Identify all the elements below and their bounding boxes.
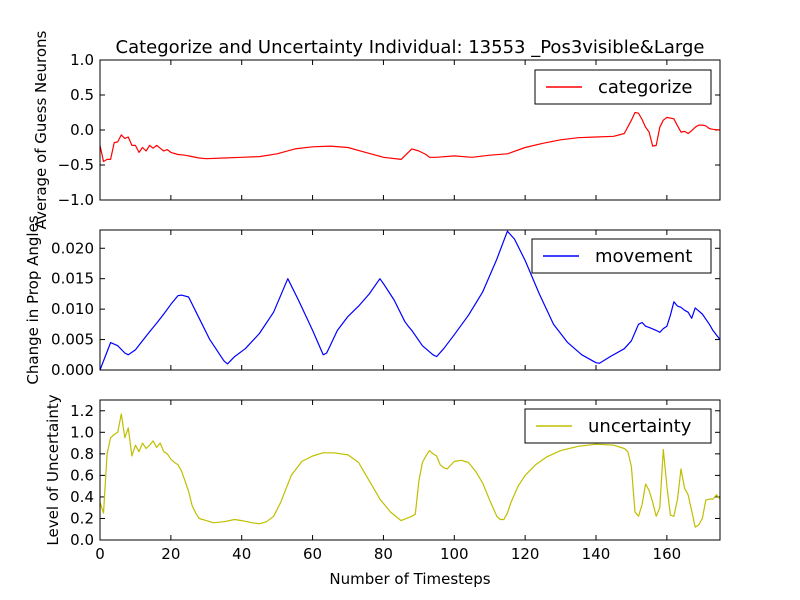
y-tick-label: 0.005: [51, 331, 94, 349]
chart-title: Categorize and Uncertainty Individual: 1…: [116, 37, 705, 58]
y-tick-label: 0.020: [51, 239, 94, 257]
y-tick-label: 0.015: [51, 270, 94, 288]
x-tick-label: 40: [232, 545, 251, 563]
x-tick-label: 80: [374, 545, 393, 563]
x-tick-label: 60: [303, 545, 322, 563]
axis-ticks-uncertainty: 1.2 1.0 0.8 0.6 0.4 0.2 0.00 20 40 60 80 100 120 140 1…: [70, 400, 720, 563]
legend-categorize: categorize: [534, 69, 712, 105]
axes-frame-categorize: [99, 59, 721, 201]
legend-uncertainty: uncertainty: [524, 408, 712, 444]
axes-frame-movement: [99, 229, 721, 371]
x-tick-label: 100: [440, 545, 469, 563]
subplot-uncertainty: Level of Uncertainty 1.21.00.80.60.40.20…: [44, 394, 721, 563]
legend-movement: movement: [531, 238, 712, 274]
y-tick-label: −1.0: [58, 191, 94, 209]
plot-area-categorize: [99, 111, 721, 163]
axis-ticks-movement: 0.020 0.015 0.010 0.005 0.000: [51, 230, 720, 379]
y-tick-label: 1.2: [70, 402, 94, 420]
y-tick-label: 1.0: [70, 423, 94, 441]
legend-label-movement: movement: [595, 246, 692, 267]
x-tick-label: 0: [95, 545, 105, 563]
y-axis-label-uncertainty: Level of Uncertainty: [44, 394, 62, 545]
y-tick-label: 1.0: [70, 51, 94, 69]
x-tick-label: 20: [161, 545, 180, 563]
legend-label-categorize: categorize: [598, 77, 692, 98]
y-tick-label: −0.5: [58, 156, 94, 174]
y-tick-label: 0.2: [70, 509, 94, 527]
axis-ticks-categorize: 1.0 0.5 0.0 −0.5 −1.0: [58, 51, 720, 209]
legend-label-uncertainty: uncertainty: [588, 416, 692, 437]
y-tick-label: 0.0: [70, 531, 94, 549]
plot-area-uncertainty: [99, 413, 721, 528]
y-tick-label: 0.5: [70, 86, 94, 104]
y-tick-label: 0.8: [70, 445, 94, 463]
x-axis-label: Number of Timesteps: [329, 570, 490, 588]
x-tick-label: 140: [582, 545, 611, 563]
x-tick-label: 160: [653, 545, 682, 563]
axes-frame-uncertainty: [99, 399, 721, 541]
series-line-movement: [99, 230, 721, 371]
x-tick-label: 120: [511, 545, 540, 563]
y-axis-label-movement: Change in Prop Angles: [24, 215, 42, 384]
y-axis-label-categorize: Average of Guess Neurons: [32, 30, 50, 229]
series-line-uncertainty: [99, 413, 721, 528]
y-tick-label: 0.0: [70, 121, 94, 139]
plot-area-movement: [99, 230, 721, 371]
y-tick-label: 0.6: [70, 466, 94, 484]
subplot-movement: Change in Prop Angles 0.0200.0150.0100.0…: [24, 215, 721, 385]
subplot-categorize: Average of Guess Neurons 1.0 0.5 0.0 −0.5 −1…: [32, 30, 721, 229]
y-tick-label: 0.010: [51, 300, 94, 318]
series-line-categorize: [99, 111, 721, 163]
y-tick-label: 0.000: [51, 361, 94, 379]
y-tick-label: 0.4: [70, 488, 94, 506]
